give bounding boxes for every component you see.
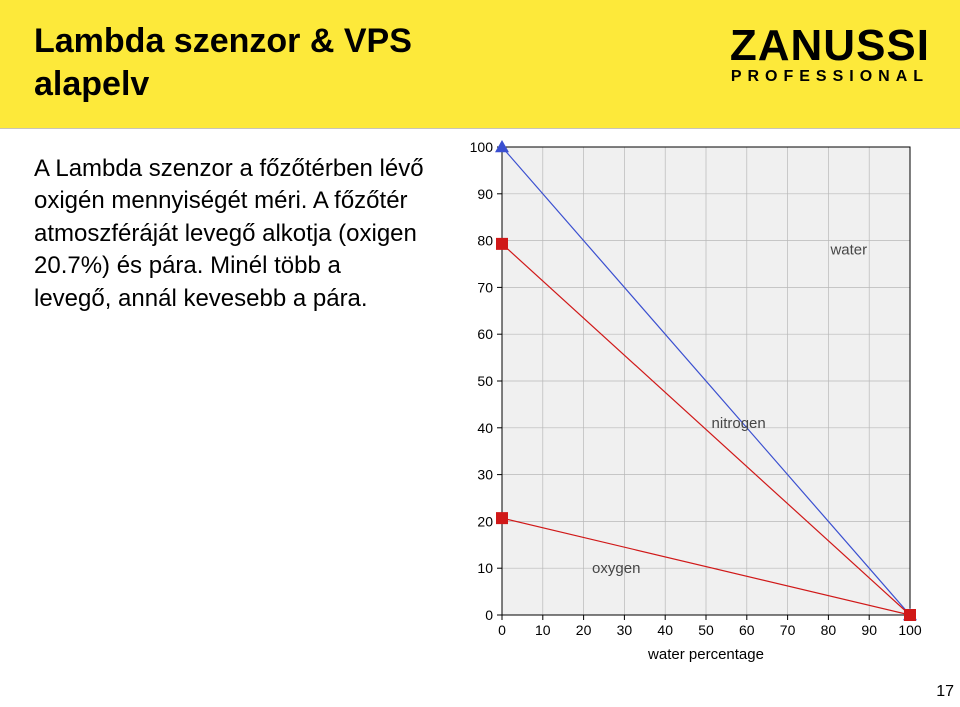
- page-title: Lambda szenzor & VPS alapelv: [34, 20, 412, 105]
- svg-text:60: 60: [739, 622, 755, 638]
- svg-text:90: 90: [477, 186, 493, 202]
- page-number: 17: [936, 683, 954, 701]
- svg-text:10: 10: [535, 622, 551, 638]
- svg-text:40: 40: [477, 420, 493, 436]
- svg-text:30: 30: [477, 467, 493, 483]
- svg-text:nitrogen: nitrogen: [712, 415, 766, 432]
- svg-text:water: water: [829, 242, 867, 259]
- svg-text:60: 60: [477, 326, 493, 342]
- svg-text:water percentage: water percentage: [647, 646, 764, 663]
- svg-text:80: 80: [477, 233, 493, 249]
- title-line-2: alapelv: [34, 65, 149, 103]
- svg-text:50: 50: [477, 373, 493, 389]
- svg-text:20: 20: [477, 513, 493, 529]
- svg-text:100: 100: [470, 139, 494, 155]
- svg-text:40: 40: [657, 622, 673, 638]
- svg-text:30: 30: [617, 622, 633, 638]
- content-area: A Lambda szenzor a főzőtérben lévő oxigé…: [0, 128, 960, 707]
- svg-text:20: 20: [576, 622, 592, 638]
- body-paragraph: A Lambda szenzor a főzőtérben lévő oxigé…: [34, 153, 424, 697]
- header: Lambda szenzor & VPS alapelv ZANUSSI PRO…: [0, 0, 960, 115]
- svg-text:10: 10: [477, 560, 493, 576]
- brand-logo: ZANUSSI PROFESSIONAL: [730, 26, 930, 86]
- svg-text:90: 90: [861, 622, 877, 638]
- svg-text:70: 70: [780, 622, 796, 638]
- svg-text:50: 50: [698, 622, 714, 638]
- atmosphere-chart: 0 10 20 30 40 50 60 70 80 90 100 0 10 20 30 40 50 60 70 80 9…: [450, 133, 930, 683]
- svg-text:0: 0: [485, 607, 493, 623]
- svg-text:70: 70: [477, 279, 493, 295]
- svg-text:80: 80: [821, 622, 837, 638]
- svg-text:oxygen: oxygen: [592, 560, 640, 577]
- svg-text:100: 100: [898, 622, 922, 638]
- logo-main-text: ZANUSSI: [730, 26, 930, 66]
- title-line-1: Lambda szenzor & VPS: [34, 22, 412, 60]
- svg-text:0: 0: [498, 622, 506, 638]
- logo-sub-text: PROFESSIONAL: [731, 68, 929, 86]
